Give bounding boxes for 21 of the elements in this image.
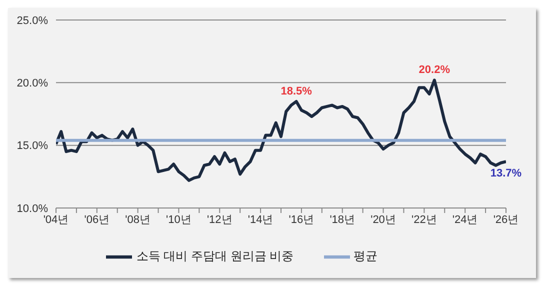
annotation: 18.5%	[280, 85, 312, 98]
x-tick-label: '10년	[166, 214, 192, 226]
x-tick-label: '08년	[125, 214, 150, 226]
x-tick-label: '12년	[206, 214, 232, 226]
x-tick-label: '18년	[330, 214, 356, 226]
x-tick-label: '06년	[84, 214, 110, 226]
legend-label: 소득 대비 주담대 원리금 비중	[136, 249, 294, 264]
y-tick-label: 10.0%	[16, 202, 48, 215]
y-tick-label: 20.0%	[16, 78, 48, 90]
annotation: 13.7%	[490, 167, 522, 180]
annotation: 20.2%	[418, 64, 450, 76]
x-tick-label: '14년	[248, 214, 274, 226]
x-tick-label: '24년	[452, 214, 478, 226]
x-tick-label: '16년	[288, 214, 314, 226]
x-tick-label: '04년	[43, 214, 69, 226]
x-tick-label: '26년	[493, 214, 519, 226]
x-tick-label: '22년	[412, 214, 437, 226]
x-tick-label: '20년	[370, 214, 396, 226]
legend-label: 평균	[354, 249, 378, 264]
y-tick-label: 25.0%	[16, 14, 48, 27]
y-tick-label: 15.0%	[16, 140, 48, 152]
